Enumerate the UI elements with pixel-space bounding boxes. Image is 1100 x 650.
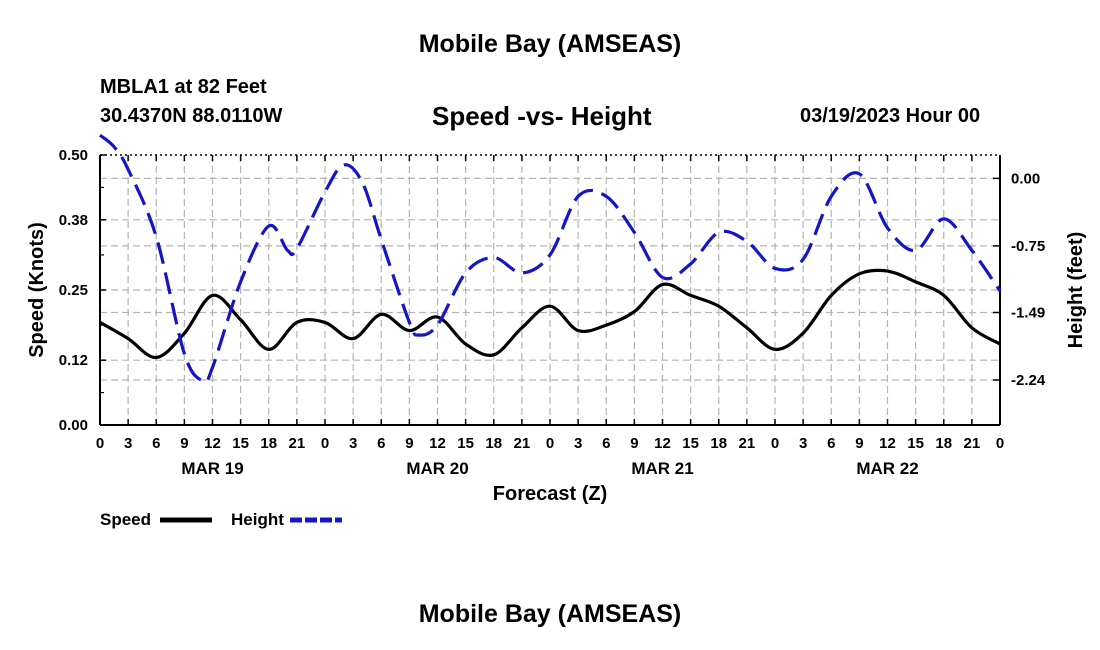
x-tick-label: 6 [827,435,835,452]
tick-labels: 0 3 6 9 12 15 18 21 0 3 6 9 12 15 18 21 0 3 6 9 12 15 18 21 0 3 6 9… [59,147,1046,478]
date-label: MAR 20 [406,459,468,478]
x-tick-label: 15 [457,435,474,452]
x-axis-label: Forecast (Z) [493,483,607,505]
x-tick-label: 12 [204,435,221,452]
series-lines [98,133,1002,384]
y-tick-label: 0.50 [59,147,88,164]
legend-height-label: Height [231,510,284,529]
x-tick-label: 0 [96,435,104,452]
y2-tick-label: 0.00 [1011,170,1040,187]
x-tick-label: 9 [180,435,188,452]
main-title: Mobile Bay (AMSEAS) [418,30,682,58]
legend: Speed Height [100,510,342,529]
station-coordinates: 30.4370N 88.0110W [100,105,283,127]
speed-series-line [99,268,1001,360]
grid-lines [100,155,1000,425]
x-tick-label: 0 [771,435,779,452]
x-tick-label: 9 [405,435,413,452]
station-name: MBLA1 at 82 Feet [100,76,267,98]
x-tick-label: 9 [855,435,863,452]
date-label: MAR 19 [181,459,243,478]
bottom-title: Mobile Bay (AMSEAS) [418,600,682,628]
x-tick-label: 18 [935,435,952,452]
x-tick-label: 18 [710,435,727,452]
x-tick-label: 3 [349,435,357,452]
x-tick-label: 15 [907,435,924,452]
y-tick-label: 0.12 [59,352,88,369]
x-tick-label: 12 [654,435,671,452]
x-tick-label: 18 [260,435,277,452]
legend-speed-label: Speed [100,510,151,529]
y-axis-label: Speed (Knots) [26,222,48,358]
y-tick-label: 0.25 [59,282,88,299]
x-tick-label: 9 [630,435,638,452]
x-tick-label: 6 [602,435,610,452]
x-tick-label: 0 [546,435,554,452]
x-tick-label: 15 [682,435,699,452]
x-tick-label: 3 [799,435,807,452]
y2-tick-label: -1.49 [1011,305,1045,322]
x-tick-label: 3 [124,435,132,452]
x-tick-label: 0 [996,435,1004,452]
x-tick-label: 3 [574,435,582,452]
y-tick-label: 0.00 [59,417,88,434]
y2-axis-label: Height (feet) [1065,232,1087,349]
date-label: MAR 21 [631,459,693,478]
y-tick-label: 0.38 [59,212,88,229]
x-tick-label: 12 [879,435,896,452]
x-tick-label: 21 [289,435,306,452]
x-tick-label: 15 [232,435,249,452]
chart-title: Speed -vs- Height [432,101,652,131]
x-tick-label: 21 [739,435,756,452]
y2-tick-label: -2.24 [1011,372,1046,389]
x-tick-label: 21 [514,435,531,452]
date-label: MAR 22 [856,459,918,478]
height-series-line [98,133,1002,384]
x-tick-label: 6 [152,435,160,452]
x-tick-label: 6 [377,435,385,452]
y2-tick-label: -0.75 [1011,238,1045,255]
x-tick-label: 12 [429,435,446,452]
x-tick-label: 21 [964,435,981,452]
forecast-date: 03/19/2023 Hour 00 [800,105,981,127]
x-tick-label: 18 [485,435,502,452]
x-tick-label: 0 [321,435,329,452]
